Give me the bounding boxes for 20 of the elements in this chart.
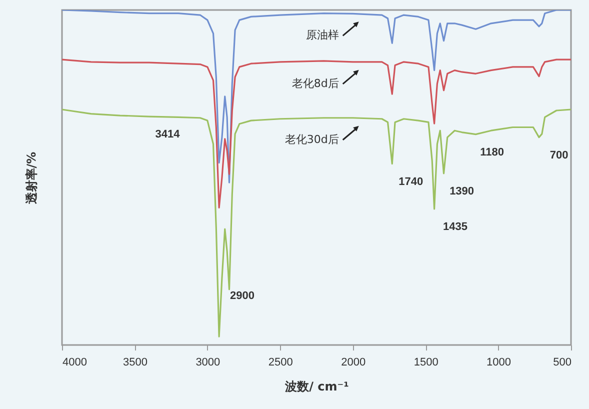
annotation: 1435 — [443, 220, 468, 233]
x-tick-label: 1000 — [486, 356, 512, 368]
series-label: 原油样 — [306, 28, 339, 42]
x-tick-label: 4000 — [62, 356, 87, 368]
x-axis-title: 波数/ cm⁻¹ — [284, 380, 349, 394]
x-tick-label: 3000 — [196, 356, 220, 368]
series-label: 老化8d后 — [292, 76, 339, 90]
x-tick-label: 3500 — [122, 356, 148, 368]
annotation: 2900 — [230, 290, 254, 302]
annotation: 700 — [550, 149, 568, 162]
x-tick-label: 500 — [553, 356, 572, 368]
annotation: 1180 — [480, 146, 504, 158]
annotation: 3414 — [155, 128, 181, 141]
x-tick-label: 1500 — [414, 356, 438, 368]
series-label: 老化30d后 — [284, 132, 339, 146]
annotation: 1390 — [450, 185, 474, 198]
annotation: 1740 — [398, 176, 424, 188]
x-tick-label: 2500 — [268, 356, 293, 368]
y-axis-title: 透射率/% — [24, 152, 38, 206]
x-tick-label: 2000 — [341, 356, 366, 368]
